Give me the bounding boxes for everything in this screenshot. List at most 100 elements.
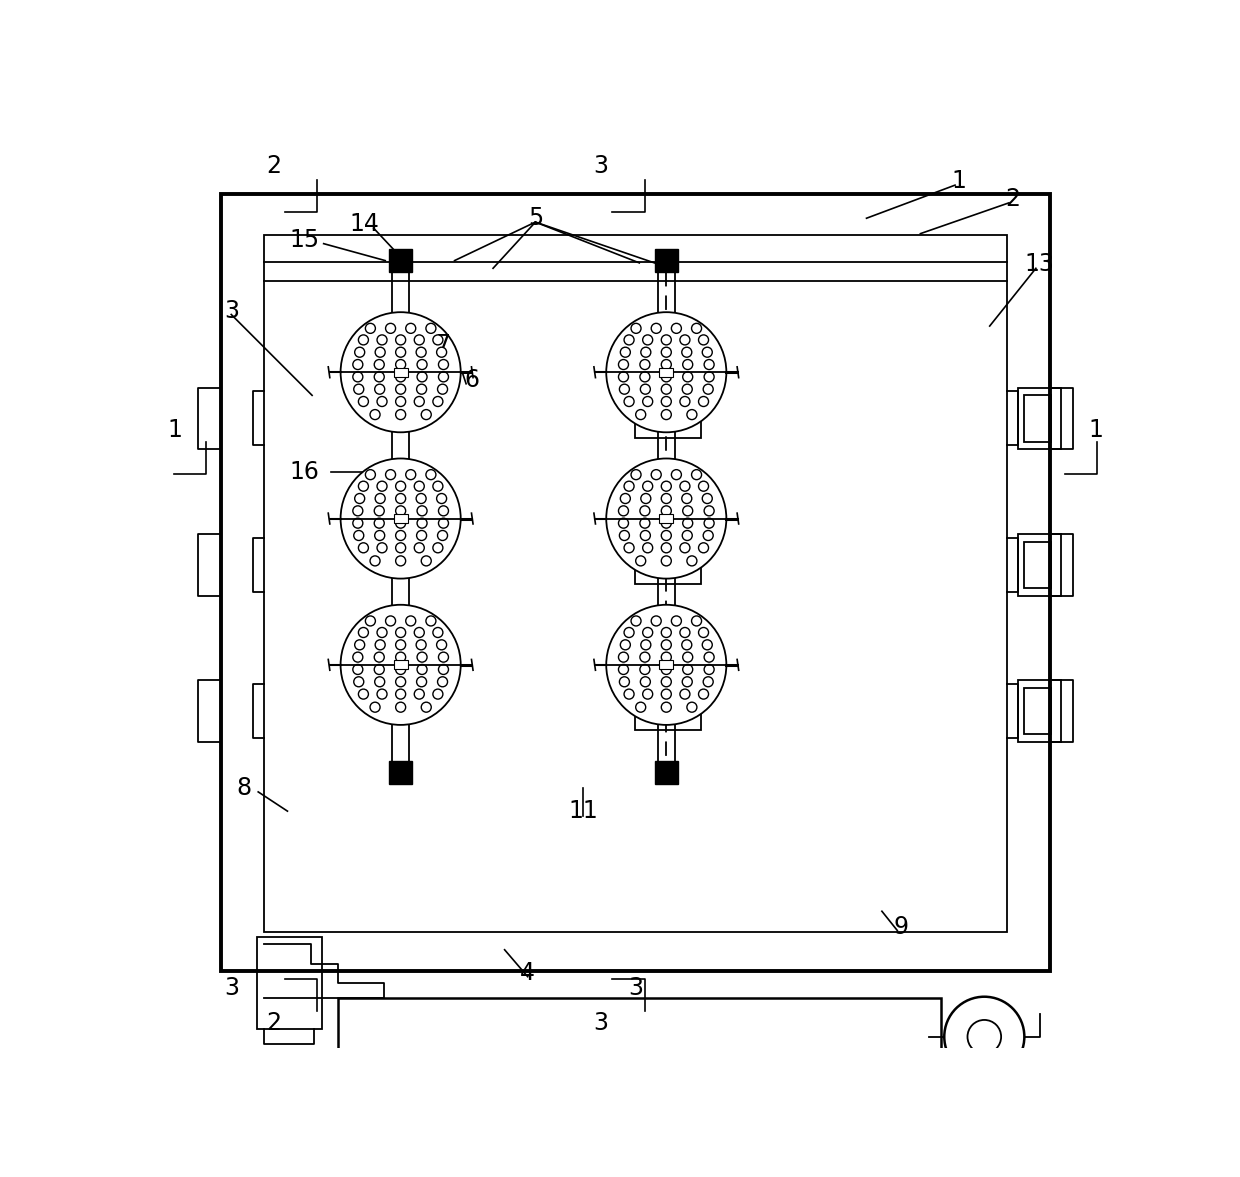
Text: 9: 9	[894, 915, 909, 938]
Circle shape	[702, 347, 712, 358]
Circle shape	[396, 347, 405, 358]
Circle shape	[619, 518, 629, 528]
Circle shape	[370, 703, 379, 712]
Text: 1: 1	[1089, 418, 1104, 443]
Circle shape	[620, 531, 630, 540]
Circle shape	[370, 556, 379, 566]
Circle shape	[417, 640, 427, 650]
Circle shape	[433, 543, 443, 553]
Circle shape	[692, 470, 702, 480]
Bar	[660, 514, 673, 523]
Circle shape	[358, 689, 368, 699]
Circle shape	[433, 397, 443, 406]
Bar	[658, 260, 675, 772]
Circle shape	[620, 493, 630, 504]
Circle shape	[631, 616, 641, 626]
Circle shape	[439, 518, 449, 528]
Circle shape	[698, 543, 708, 553]
Circle shape	[358, 627, 368, 638]
Circle shape	[651, 470, 661, 480]
Bar	[394, 367, 408, 377]
Circle shape	[619, 652, 629, 663]
Circle shape	[396, 518, 405, 528]
Circle shape	[439, 665, 449, 674]
Circle shape	[683, 652, 693, 663]
Circle shape	[661, 493, 671, 504]
Bar	[655, 250, 678, 272]
Circle shape	[641, 493, 651, 504]
Circle shape	[698, 689, 708, 699]
Circle shape	[386, 324, 396, 333]
Circle shape	[396, 531, 405, 540]
Bar	[337, 998, 941, 1068]
Circle shape	[640, 359, 650, 370]
Circle shape	[703, 531, 713, 540]
Circle shape	[436, 640, 446, 650]
Circle shape	[641, 640, 651, 650]
Text: 3: 3	[594, 1011, 609, 1035]
Circle shape	[386, 470, 396, 480]
Circle shape	[698, 397, 708, 406]
Circle shape	[377, 627, 387, 638]
Circle shape	[661, 335, 671, 345]
Circle shape	[661, 703, 671, 712]
Circle shape	[640, 677, 650, 687]
Circle shape	[396, 481, 405, 491]
Circle shape	[353, 665, 363, 674]
Circle shape	[439, 506, 449, 516]
Circle shape	[376, 347, 386, 358]
Circle shape	[619, 372, 629, 381]
Circle shape	[631, 470, 641, 480]
Bar	[1024, 395, 1052, 441]
Circle shape	[405, 324, 415, 333]
Circle shape	[661, 347, 671, 358]
Circle shape	[396, 703, 405, 712]
Circle shape	[358, 543, 368, 553]
Circle shape	[619, 506, 629, 516]
Circle shape	[439, 652, 449, 663]
Circle shape	[661, 652, 671, 663]
Circle shape	[374, 518, 384, 528]
Circle shape	[422, 556, 432, 566]
Circle shape	[661, 518, 671, 528]
Circle shape	[353, 384, 363, 394]
Circle shape	[967, 1020, 1001, 1053]
Circle shape	[439, 359, 449, 370]
Text: 13: 13	[1024, 252, 1055, 277]
Text: 3: 3	[627, 976, 644, 1000]
Circle shape	[619, 359, 629, 370]
Circle shape	[377, 397, 387, 406]
Bar	[635, 380, 701, 438]
Circle shape	[417, 506, 427, 516]
Circle shape	[683, 359, 693, 370]
Circle shape	[661, 410, 671, 419]
Circle shape	[606, 312, 727, 432]
Circle shape	[438, 531, 448, 540]
Text: 8: 8	[237, 776, 252, 800]
Bar	[389, 762, 412, 784]
Circle shape	[661, 627, 671, 638]
Circle shape	[425, 324, 436, 333]
Circle shape	[680, 397, 689, 406]
Circle shape	[353, 506, 363, 516]
Circle shape	[661, 543, 671, 553]
Circle shape	[680, 689, 689, 699]
Circle shape	[704, 372, 714, 381]
Circle shape	[396, 627, 405, 638]
Circle shape	[703, 677, 713, 687]
Circle shape	[396, 556, 405, 566]
Circle shape	[682, 384, 692, 394]
Circle shape	[683, 372, 693, 381]
Text: 16: 16	[289, 460, 320, 485]
Circle shape	[438, 384, 448, 394]
Bar	[1018, 680, 1060, 742]
Circle shape	[377, 481, 387, 491]
Text: 3: 3	[223, 976, 239, 1000]
Circle shape	[374, 359, 384, 370]
Circle shape	[396, 543, 405, 553]
Circle shape	[682, 347, 692, 358]
Circle shape	[671, 616, 682, 626]
Circle shape	[661, 372, 671, 381]
Circle shape	[417, 652, 427, 663]
Circle shape	[374, 384, 384, 394]
